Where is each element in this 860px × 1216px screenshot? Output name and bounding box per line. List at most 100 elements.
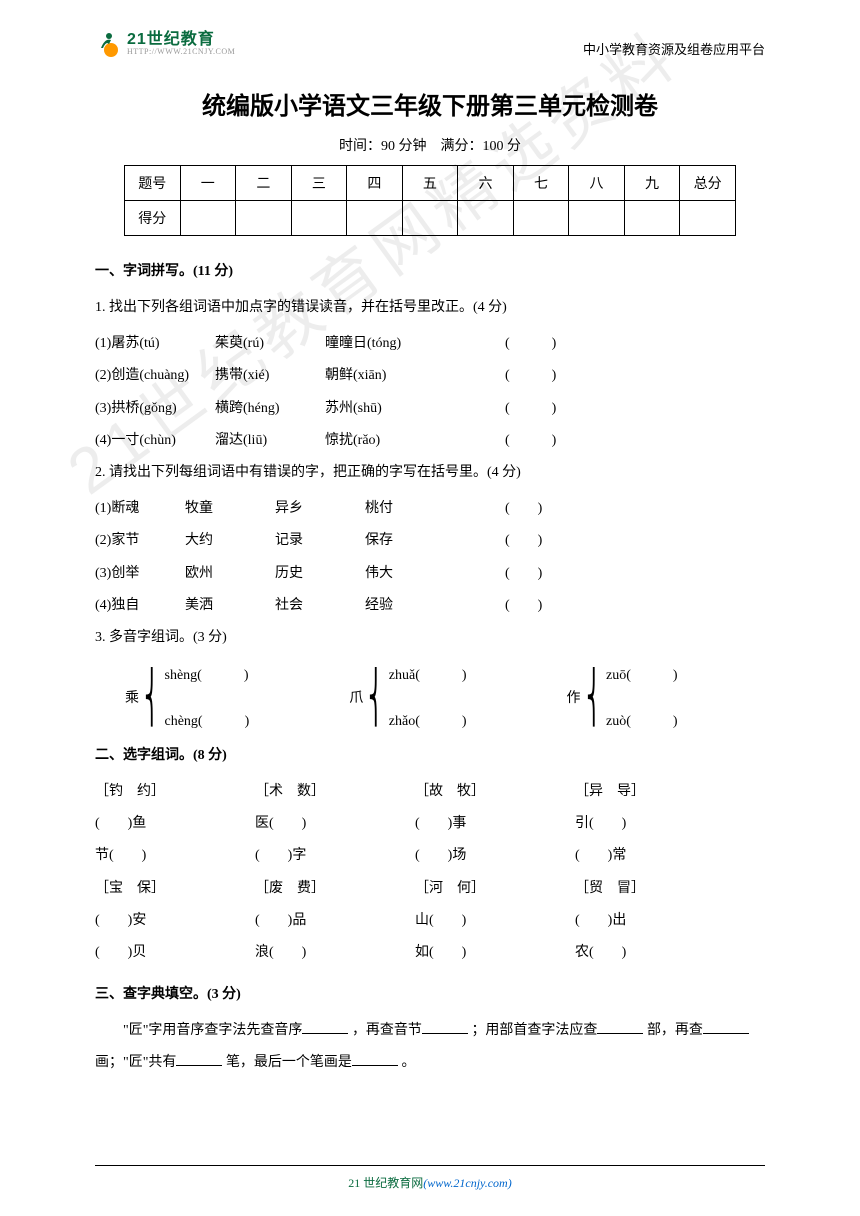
choice-pair: ［废 费］ bbox=[255, 873, 415, 905]
page-title: 统编版小学语文三年级下册第三单元检测卷 bbox=[95, 86, 765, 121]
blank-item[interactable]: ( )常 bbox=[575, 840, 735, 872]
text: 部，再查 bbox=[647, 1023, 703, 1038]
cell[interactable] bbox=[347, 201, 403, 236]
item: 保存 bbox=[365, 525, 505, 557]
page-footer: 21 世纪教育网(www.21cnjy.com) bbox=[0, 1174, 860, 1191]
question-1: 1. 找出下列各组词语中加点字的错误读音，并在括号里改正。(4 分) bbox=[95, 292, 765, 324]
answer-blank[interactable]: ( ) bbox=[505, 590, 542, 622]
blank-item[interactable]: ( )品 bbox=[255, 905, 415, 937]
item: (1)屠苏(tú) bbox=[95, 328, 215, 360]
item: (2)家节 bbox=[95, 525, 185, 557]
footer-brand: 21 世纪教育网 bbox=[348, 1176, 423, 1190]
cell: 四 bbox=[347, 166, 403, 201]
word-row: (1)断魂牧童异乡桃付( ) bbox=[95, 493, 765, 525]
bracket-icon: ⎨ bbox=[369, 672, 384, 722]
logo: 21世纪教育 HTTP://WWW.21CNJY.COM bbox=[95, 30, 235, 58]
choice-pair: ［宝 保］ bbox=[95, 873, 255, 905]
fill-blank[interactable] bbox=[302, 1020, 348, 1034]
cell: 总分 bbox=[680, 166, 736, 201]
blank-item[interactable]: ( )贝 bbox=[95, 937, 255, 969]
answer-blank[interactable]: ( ) bbox=[505, 393, 556, 425]
cell[interactable] bbox=[680, 201, 736, 236]
cell: 七 bbox=[513, 166, 569, 201]
cell: 八 bbox=[569, 166, 625, 201]
cell[interactable] bbox=[624, 201, 680, 236]
fill-blank[interactable] bbox=[176, 1052, 222, 1066]
cell[interactable] bbox=[458, 201, 514, 236]
item: 携带(xié) bbox=[215, 360, 325, 392]
cell: 五 bbox=[402, 166, 458, 201]
cell[interactable] bbox=[402, 201, 458, 236]
blank-item[interactable]: 山( ) bbox=[415, 905, 575, 937]
cell[interactable] bbox=[291, 201, 347, 236]
reading[interactable]: zhuǎ( ) bbox=[389, 664, 467, 684]
reading[interactable]: zuò( ) bbox=[606, 710, 678, 730]
item: 大约 bbox=[185, 525, 275, 557]
choice-pair: ［术 数］ bbox=[255, 776, 415, 808]
item: 惊扰(rǎo) bbox=[325, 425, 505, 457]
cell[interactable] bbox=[236, 201, 292, 236]
fill-blank[interactable] bbox=[422, 1020, 468, 1034]
reading[interactable]: chèng( ) bbox=[165, 710, 250, 730]
logo-text-en: HTTP://WWW.21CNJY.COM bbox=[127, 48, 235, 56]
blank-item[interactable]: ( )出 bbox=[575, 905, 735, 937]
polyphone-group: 乘⎨shèng( )chèng( ) 爪⎨zhuǎ( )zhǎo( ) 作⎨zu… bbox=[125, 664, 765, 730]
pinyin-row: (2)创造(chuàng)携带(xié)朝鲜(xiān)( ) bbox=[95, 360, 765, 392]
cell[interactable] bbox=[513, 201, 569, 236]
answer-blank[interactable]: ( ) bbox=[505, 558, 542, 590]
blank-item[interactable]: ( )事 bbox=[415, 808, 575, 840]
blank-item[interactable]: ( )安 bbox=[95, 905, 255, 937]
blank-item[interactable]: ( )鱼 bbox=[95, 808, 255, 840]
reading[interactable]: zuō( ) bbox=[606, 664, 678, 684]
item: 苏州(shū) bbox=[325, 393, 505, 425]
item: 经验 bbox=[365, 590, 505, 622]
text: 笔，最后一个笔画是 bbox=[226, 1055, 352, 1070]
choice-row: ( )鱼医( )( )事引( ) bbox=[95, 808, 765, 840]
item: 曈曈日(tóng) bbox=[325, 328, 505, 360]
item: 社会 bbox=[275, 590, 365, 622]
section-2-title: 二、选字组词。(8 分) bbox=[95, 744, 765, 764]
char: 作 bbox=[567, 687, 581, 707]
item: (2)创造(chuàng) bbox=[95, 360, 215, 392]
blank-item[interactable]: 如( ) bbox=[415, 937, 575, 969]
item: (3)拱桥(gǒng) bbox=[95, 393, 215, 425]
choice-row: 节( )( )字( )场( )常 bbox=[95, 840, 765, 872]
reading[interactable]: zhǎo( ) bbox=[389, 710, 467, 730]
blank-item[interactable]: 浪( ) bbox=[255, 937, 415, 969]
answer-blank[interactable]: ( ) bbox=[505, 328, 556, 360]
blank-item[interactable]: 医( ) bbox=[255, 808, 415, 840]
item: 牧童 bbox=[185, 493, 275, 525]
fill-blank[interactable] bbox=[352, 1052, 398, 1066]
blank-item[interactable]: ( )场 bbox=[415, 840, 575, 872]
answer-blank[interactable]: ( ) bbox=[505, 493, 542, 525]
answer-blank[interactable]: ( ) bbox=[505, 360, 556, 392]
cell: 九 bbox=[624, 166, 680, 201]
fill-blank[interactable] bbox=[597, 1020, 643, 1034]
text: ；用部首查字法应查 bbox=[471, 1023, 597, 1038]
question-2: 2. 请找出下列每组词语中有错误的字，把正确的字写在括号里。(4 分) bbox=[95, 457, 765, 489]
reading[interactable]: shèng( ) bbox=[165, 664, 250, 684]
item: 溜达(liū) bbox=[215, 425, 325, 457]
choice-pair: ［贸 冒］ bbox=[575, 873, 735, 905]
item: 记录 bbox=[275, 525, 365, 557]
text: "匠"字用音序查字法先查音序 bbox=[95, 1023, 302, 1038]
item: 历史 bbox=[275, 558, 365, 590]
cell[interactable] bbox=[569, 201, 625, 236]
item: 茱萸(rú) bbox=[215, 328, 325, 360]
blank-item[interactable]: 节( ) bbox=[95, 840, 255, 872]
blank-item[interactable]: ( )字 bbox=[255, 840, 415, 872]
answer-blank[interactable]: ( ) bbox=[505, 525, 542, 557]
item: 朝鲜(xiān) bbox=[325, 360, 505, 392]
blank-item[interactable]: 农( ) bbox=[575, 937, 735, 969]
fill-blank[interactable] bbox=[703, 1020, 749, 1034]
pinyin-row: (3)拱桥(gǒng)横跨(héng)苏州(shū)( ) bbox=[95, 393, 765, 425]
word-row: (2)家节大约记录保存( ) bbox=[95, 525, 765, 557]
char: 爪 bbox=[349, 687, 363, 707]
blank-item[interactable]: 引( ) bbox=[575, 808, 735, 840]
bracket-icon: ⎨ bbox=[586, 672, 601, 722]
dictionary-question: "匠"字用音序查字法先查音序 ，再查音节 ；用部首查字法应查 部，再查 画；"匠… bbox=[95, 1015, 765, 1079]
cell[interactable] bbox=[180, 201, 236, 236]
choice-pair: ［异 导］ bbox=[575, 776, 735, 808]
item: 横跨(héng) bbox=[215, 393, 325, 425]
answer-blank[interactable]: ( ) bbox=[505, 425, 556, 457]
